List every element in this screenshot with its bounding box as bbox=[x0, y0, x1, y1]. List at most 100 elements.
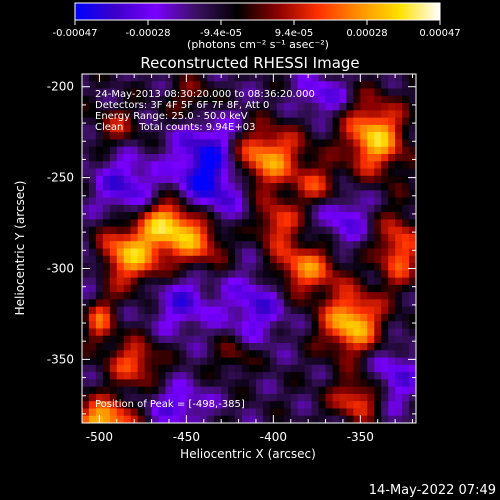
heatmap-cell bbox=[283, 408, 292, 417]
heatmap-cell bbox=[409, 372, 416, 380]
heatmap-cell bbox=[116, 386, 125, 395]
heatmap-cell bbox=[102, 153, 111, 162]
heatmap-cell bbox=[395, 393, 403, 402]
heatmap-cell bbox=[214, 328, 222, 337]
heatmap-cell bbox=[388, 343, 396, 351]
heatmap-cell bbox=[88, 219, 97, 228]
heatmap-cell bbox=[304, 393, 313, 402]
heatmap-cell bbox=[374, 81, 382, 90]
heatmap-cell bbox=[200, 277, 208, 286]
heatmap-cell bbox=[144, 74, 153, 82]
heatmap-cell bbox=[151, 328, 160, 337]
heatmap-cell bbox=[249, 284, 257, 293]
heatmap-cell bbox=[193, 226, 201, 235]
heatmap-cell bbox=[276, 401, 285, 410]
heatmap-cell bbox=[165, 132, 174, 141]
heatmap-cell bbox=[123, 95, 132, 104]
heatmap-cell bbox=[214, 153, 222, 162]
heatmap-cell bbox=[242, 313, 250, 322]
heatmap-cell bbox=[290, 321, 299, 330]
heatmap-cell bbox=[88, 379, 97, 388]
heatmap-cell bbox=[283, 183, 292, 191]
heatmap-cell bbox=[95, 153, 104, 162]
y-axis-ticks: -200-250-300-350 bbox=[47, 80, 416, 415]
heatmap-cell bbox=[269, 226, 278, 235]
heatmap-cell bbox=[186, 343, 194, 351]
heatmap-cell bbox=[137, 292, 146, 300]
heatmap-cell bbox=[130, 146, 139, 155]
heatmap-cell bbox=[102, 292, 111, 300]
heatmap-cell bbox=[137, 343, 146, 351]
heatmap-cell bbox=[367, 212, 375, 221]
heatmap-cell bbox=[88, 328, 97, 337]
heatmap-cell bbox=[262, 277, 271, 286]
heatmap-cell bbox=[193, 313, 201, 322]
heatmap-cell bbox=[318, 81, 327, 90]
heatmap-cell bbox=[395, 103, 403, 111]
heatmap-cell bbox=[332, 132, 341, 141]
heatmap-cell bbox=[200, 124, 208, 133]
heatmap-cell bbox=[130, 197, 139, 206]
heatmap-cell bbox=[395, 255, 403, 264]
heatmap-cell bbox=[102, 372, 111, 380]
heatmap-cell bbox=[409, 110, 416, 119]
heatmap-cell bbox=[332, 190, 341, 199]
heatmap-cell bbox=[249, 226, 257, 235]
heatmap-cell bbox=[242, 364, 250, 373]
heatmap-cell bbox=[318, 233, 327, 242]
heatmap-cell bbox=[88, 408, 97, 417]
heatmap-cell bbox=[304, 386, 313, 395]
heatmap-cell bbox=[235, 372, 243, 380]
heatmap-cell bbox=[235, 408, 243, 417]
heatmap-cell bbox=[116, 379, 125, 388]
heatmap-cell bbox=[95, 241, 104, 250]
heatmap-cell bbox=[360, 161, 368, 170]
heatmap-cell bbox=[235, 132, 243, 141]
heatmap-cell bbox=[311, 95, 320, 104]
heatmap-cell bbox=[102, 197, 111, 206]
heatmap-cell bbox=[325, 197, 334, 206]
heatmap-cell bbox=[130, 313, 139, 322]
heatmap-cell bbox=[221, 212, 229, 221]
heatmap-cell bbox=[332, 175, 341, 184]
heatmap-cell bbox=[102, 190, 111, 199]
heatmap-cell bbox=[172, 117, 181, 126]
heatmap-cell bbox=[283, 74, 292, 82]
heatmap-cell bbox=[207, 117, 215, 126]
heatmap-cell bbox=[186, 379, 194, 388]
heatmap-cell bbox=[144, 263, 153, 271]
heatmap-cell bbox=[367, 124, 375, 133]
heatmap-cell bbox=[381, 204, 389, 213]
heatmap-cell bbox=[193, 255, 201, 264]
heatmap-cell bbox=[109, 197, 118, 206]
heatmap-cell bbox=[283, 350, 292, 359]
heatmap-cell bbox=[318, 393, 327, 402]
heatmap-cell bbox=[95, 270, 104, 279]
heatmap-cell bbox=[249, 248, 257, 257]
heatmap-cell bbox=[228, 95, 236, 104]
heatmap-cell bbox=[123, 335, 132, 344]
heatmap-cell bbox=[242, 183, 250, 191]
heatmap-cell bbox=[123, 357, 132, 366]
heatmap-cell bbox=[172, 292, 181, 300]
heatmap-cell bbox=[207, 313, 215, 322]
heatmap-cell bbox=[395, 117, 403, 126]
heatmap-cell bbox=[325, 386, 334, 395]
heatmap-cell bbox=[374, 212, 382, 221]
heatmap-cell bbox=[346, 132, 354, 141]
heatmap-cell bbox=[172, 146, 181, 155]
heatmap-cell bbox=[381, 168, 389, 177]
heatmap-cell bbox=[360, 190, 368, 199]
heatmap-cell bbox=[109, 168, 118, 177]
heatmap-cell bbox=[249, 183, 257, 191]
heatmap-cell bbox=[269, 175, 278, 184]
heatmap-cell bbox=[151, 168, 160, 177]
heatmap-cell bbox=[402, 88, 410, 97]
heatmap-cell bbox=[374, 175, 382, 184]
heatmap-cell bbox=[123, 190, 132, 199]
heatmap-cell bbox=[179, 139, 187, 148]
heatmap-cell bbox=[88, 139, 97, 148]
heatmap-cell bbox=[325, 139, 334, 148]
heatmap-cell bbox=[186, 103, 194, 111]
heatmap-cell bbox=[123, 233, 132, 242]
